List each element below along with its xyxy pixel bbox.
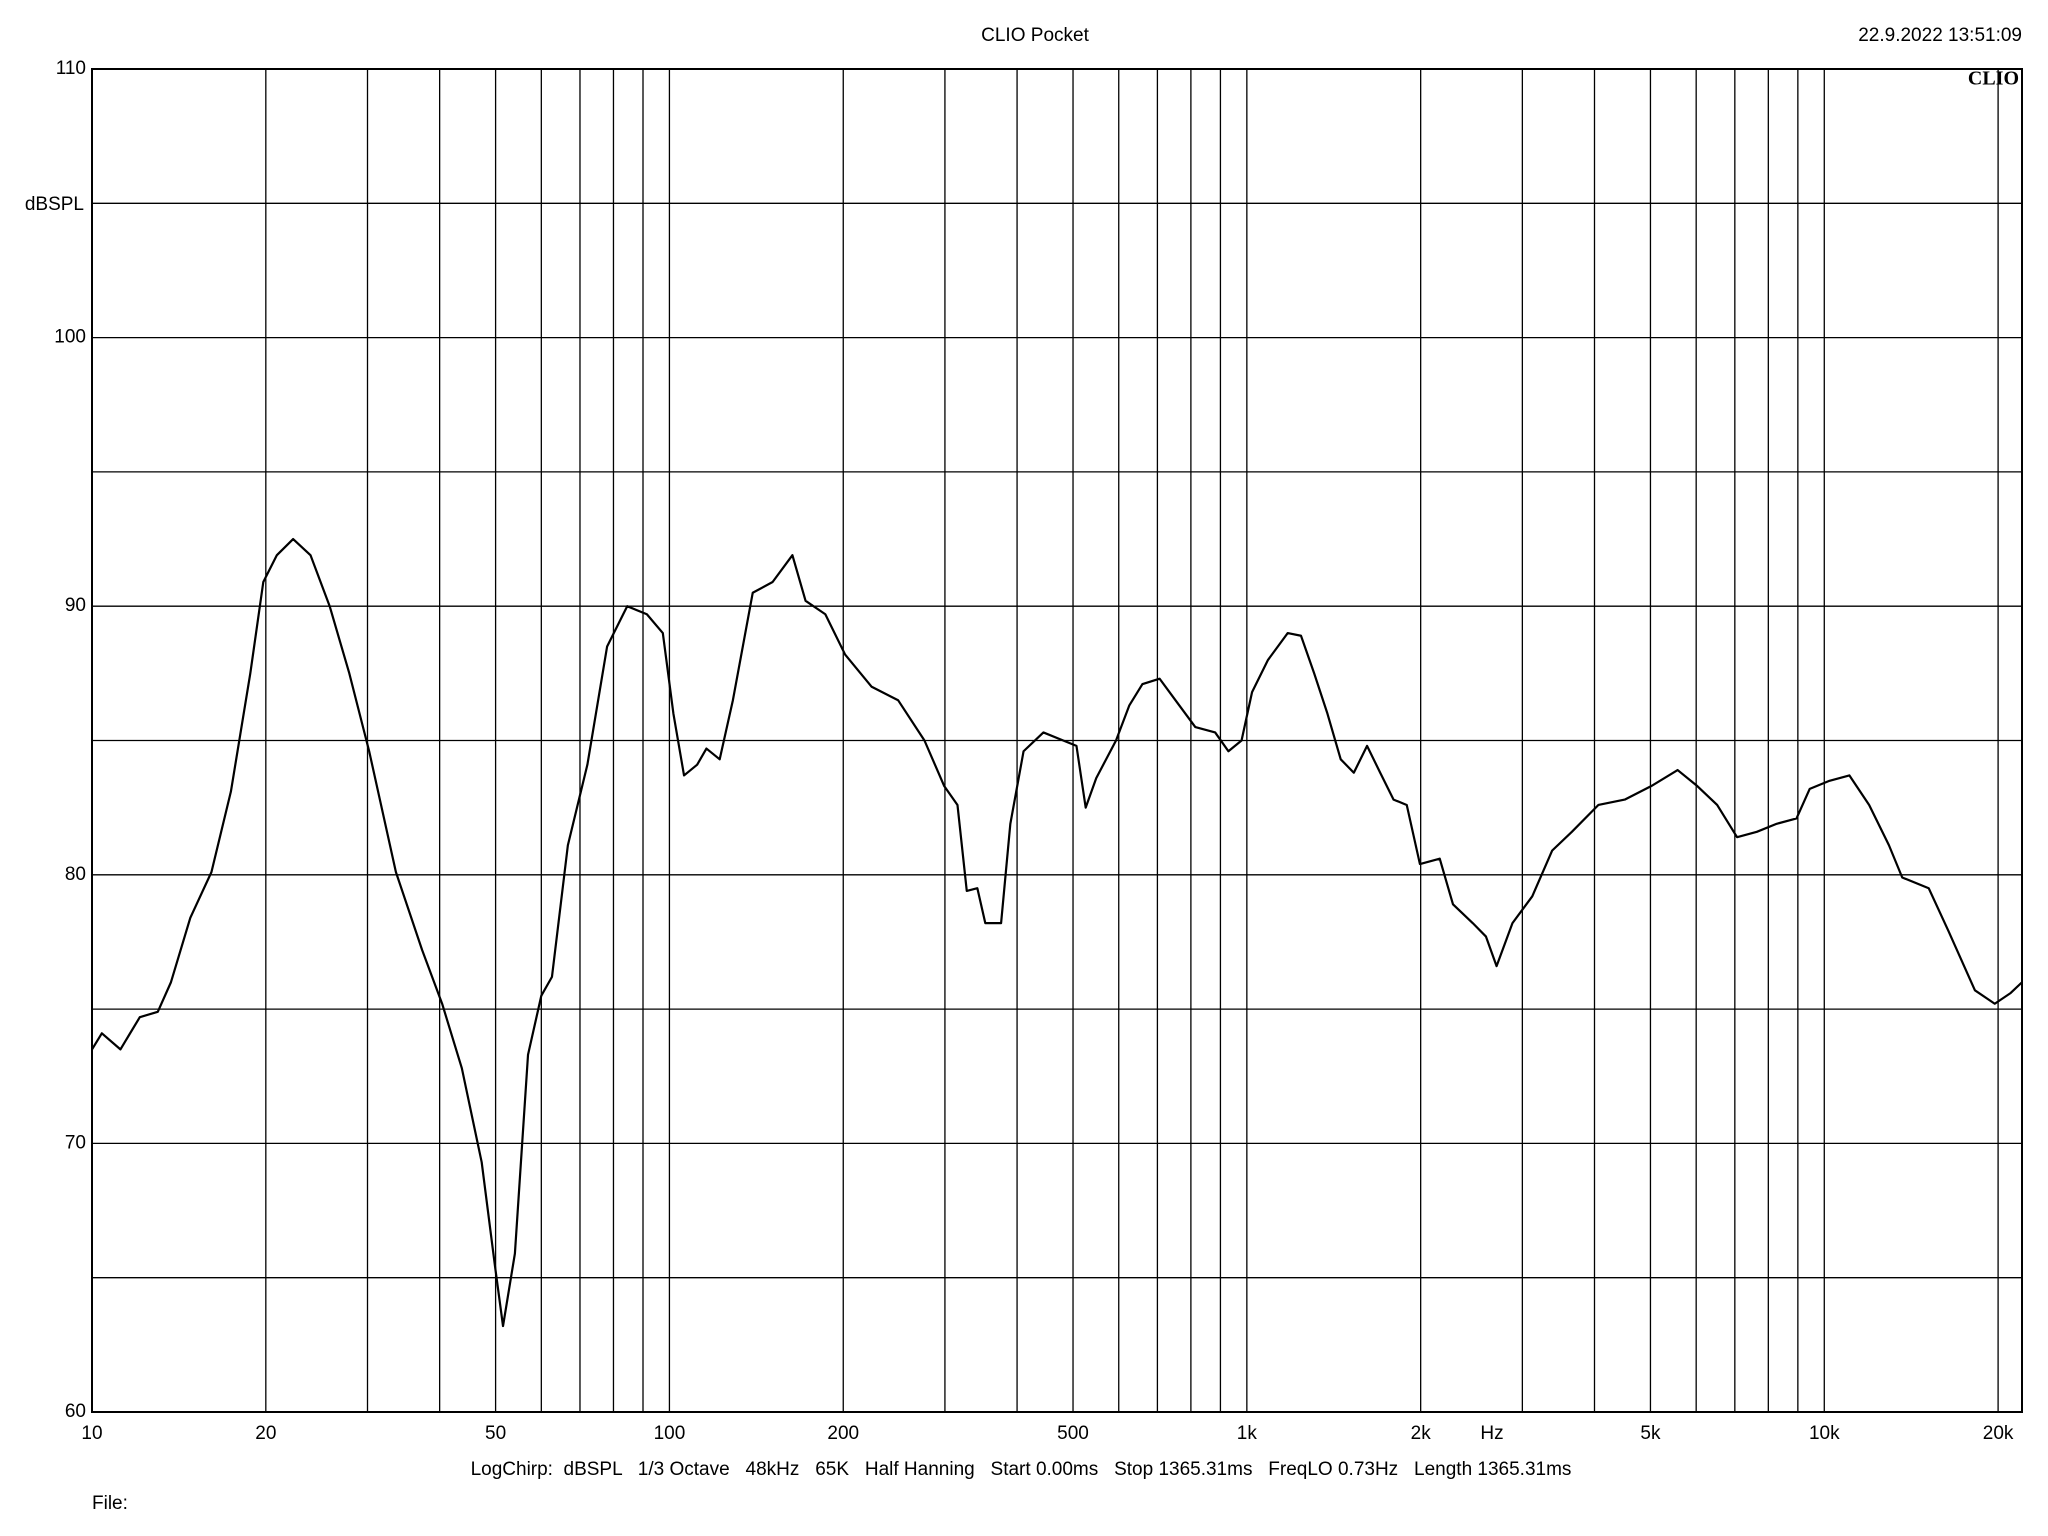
y-axis-label: dBSPL: [25, 194, 84, 215]
x-tick-label: 20: [255, 1423, 276, 1444]
x-tick-label: 100: [654, 1423, 686, 1444]
x-axis-label: Hz: [1480, 1423, 1503, 1444]
x-tick-label: 1k: [1237, 1423, 1258, 1444]
plot-frame: [91, 68, 2023, 1413]
y-tick-label: 110: [56, 58, 86, 79]
x-tick-label: 20k: [1983, 1423, 2014, 1444]
y-tick-label: 100: [54, 327, 86, 348]
y-tick-label: 70: [65, 1132, 86, 1153]
timestamp: 22.9.2022 13:51:09: [1858, 25, 2022, 46]
y-tick-label: 60: [65, 1401, 86, 1422]
file-label: File:: [92, 1493, 128, 1514]
y-tick-label: 80: [65, 864, 86, 885]
x-tick-label: 500: [1057, 1423, 1089, 1444]
x-tick-label: 10k: [1809, 1423, 1840, 1444]
logo: CLIO: [1968, 68, 2019, 90]
x-tick-label: 2k: [1411, 1423, 1432, 1444]
footer-settings: LogChirp: dBSPL 1/3 Octave 48kHz 65K Hal…: [471, 1459, 1572, 1480]
x-tick-label: 10: [81, 1423, 102, 1444]
response-curve: [91, 537, 2023, 1328]
y-tick-label: 90: [65, 595, 86, 616]
x-tick-label: 200: [827, 1423, 859, 1444]
x-tick-label: 5k: [1640, 1423, 1661, 1444]
chart-title: CLIO Pocket: [981, 25, 1089, 46]
x-tick-label: 50: [485, 1423, 506, 1444]
